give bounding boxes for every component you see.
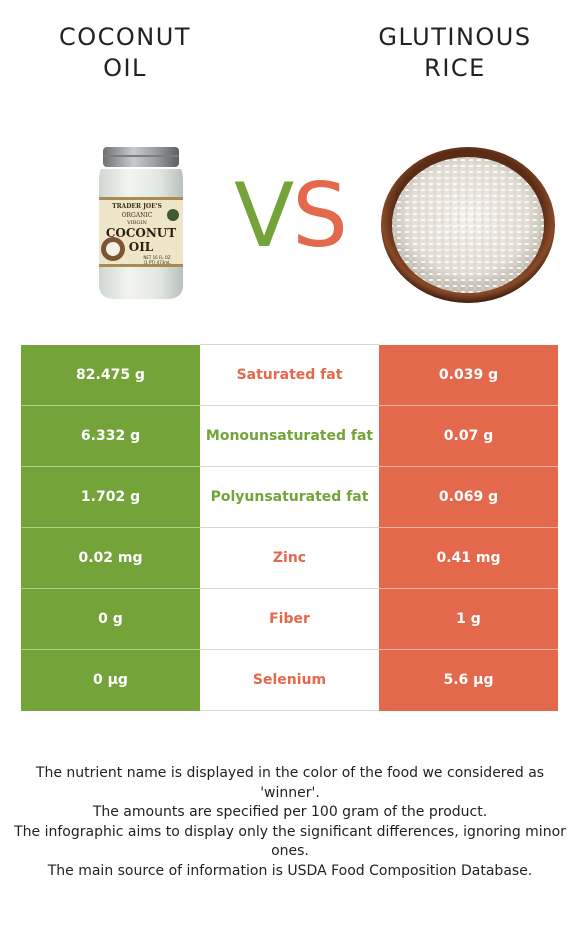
footnotes: The nutrient name is displayed in the co… (14, 764, 566, 881)
jar-line3-text: COCONUT (106, 226, 176, 240)
food-right-title: GLUTINOUS RICE (330, 22, 580, 84)
jar-line4-text: OIL (129, 240, 154, 254)
vs-letter-s: S (292, 164, 348, 267)
jar-line6-text: (1 PT) 473mL (144, 260, 172, 265)
jar-line2-text: VIRGIN (126, 220, 147, 226)
glutinous-rice-bowl-image (381, 147, 555, 303)
table-row: 6.332 g Monounsaturated fat 0.07 g (21, 405, 558, 467)
table-row: 0.02 mg Zinc 0.41 mg (21, 527, 558, 589)
left-value: 0 µg (21, 649, 200, 711)
nutrient-name: Monounsaturated fat (200, 405, 379, 467)
food-right-title-line1: GLUTINOUS (378, 23, 532, 51)
table-row: 1.702 g Polyunsaturated fat 0.069 g (21, 466, 558, 528)
food-left-title: COCONUT OIL (0, 22, 250, 84)
right-value: 0.07 g (379, 405, 558, 467)
right-value: 5.6 µg (379, 649, 558, 711)
food-left-title-line2: OIL (103, 54, 147, 82)
right-value: 1 g (379, 588, 558, 650)
left-value: 82.475 g (21, 344, 200, 406)
footnote-2: The amounts are specified per 100 gram o… (92, 804, 488, 820)
nutrient-name: Selenium (200, 649, 379, 711)
footnote-3: The infographic aims to display only the… (14, 823, 566, 860)
jar-line1-text: ORGANIC (122, 212, 153, 219)
nutrient-name: Zinc (200, 527, 379, 589)
nutrient-name: Saturated fat (200, 344, 379, 406)
nutrient-name: Fiber (200, 588, 379, 650)
nutrient-comparison-table: 82.475 g Saturated fat 0.039 g 6.332 g Monou… (21, 344, 558, 711)
footnote-1: The nutrient name is displayed in the co… (35, 765, 545, 801)
table-row: 82.475 g Saturated fat 0.039 g (21, 344, 558, 406)
left-value: 1.702 g (21, 466, 200, 528)
footnote-4: The main source of information is USDA F… (47, 862, 533, 879)
left-value: 6.332 g (21, 405, 200, 467)
table-row: 0 g Fiber 1 g (21, 588, 558, 650)
right-value: 0.41 mg (379, 527, 558, 589)
vs-label: VS (220, 168, 360, 264)
right-value: 0.069 g (379, 466, 558, 528)
left-value: 0 g (21, 588, 200, 650)
vs-letter-v: V (233, 164, 294, 267)
jar-brand-text: TRADER JOE'S (112, 203, 162, 210)
food-left-title-line1: COCONUT (59, 23, 191, 51)
right-value: 0.039 g (379, 344, 558, 406)
table-row: 0 µg Selenium 5.6 µg (21, 649, 558, 711)
food-right-title-line2: RICE (424, 54, 486, 82)
jar-line5-text: NET 16 FL OZ (143, 255, 171, 260)
left-value: 0.02 mg (21, 527, 200, 589)
coconut-oil-jar-image: TRADER JOE'S ORGANIC VIRGIN COCONUT OIL … (99, 147, 183, 299)
nutrient-name: Polyunsaturated fat (200, 466, 379, 528)
